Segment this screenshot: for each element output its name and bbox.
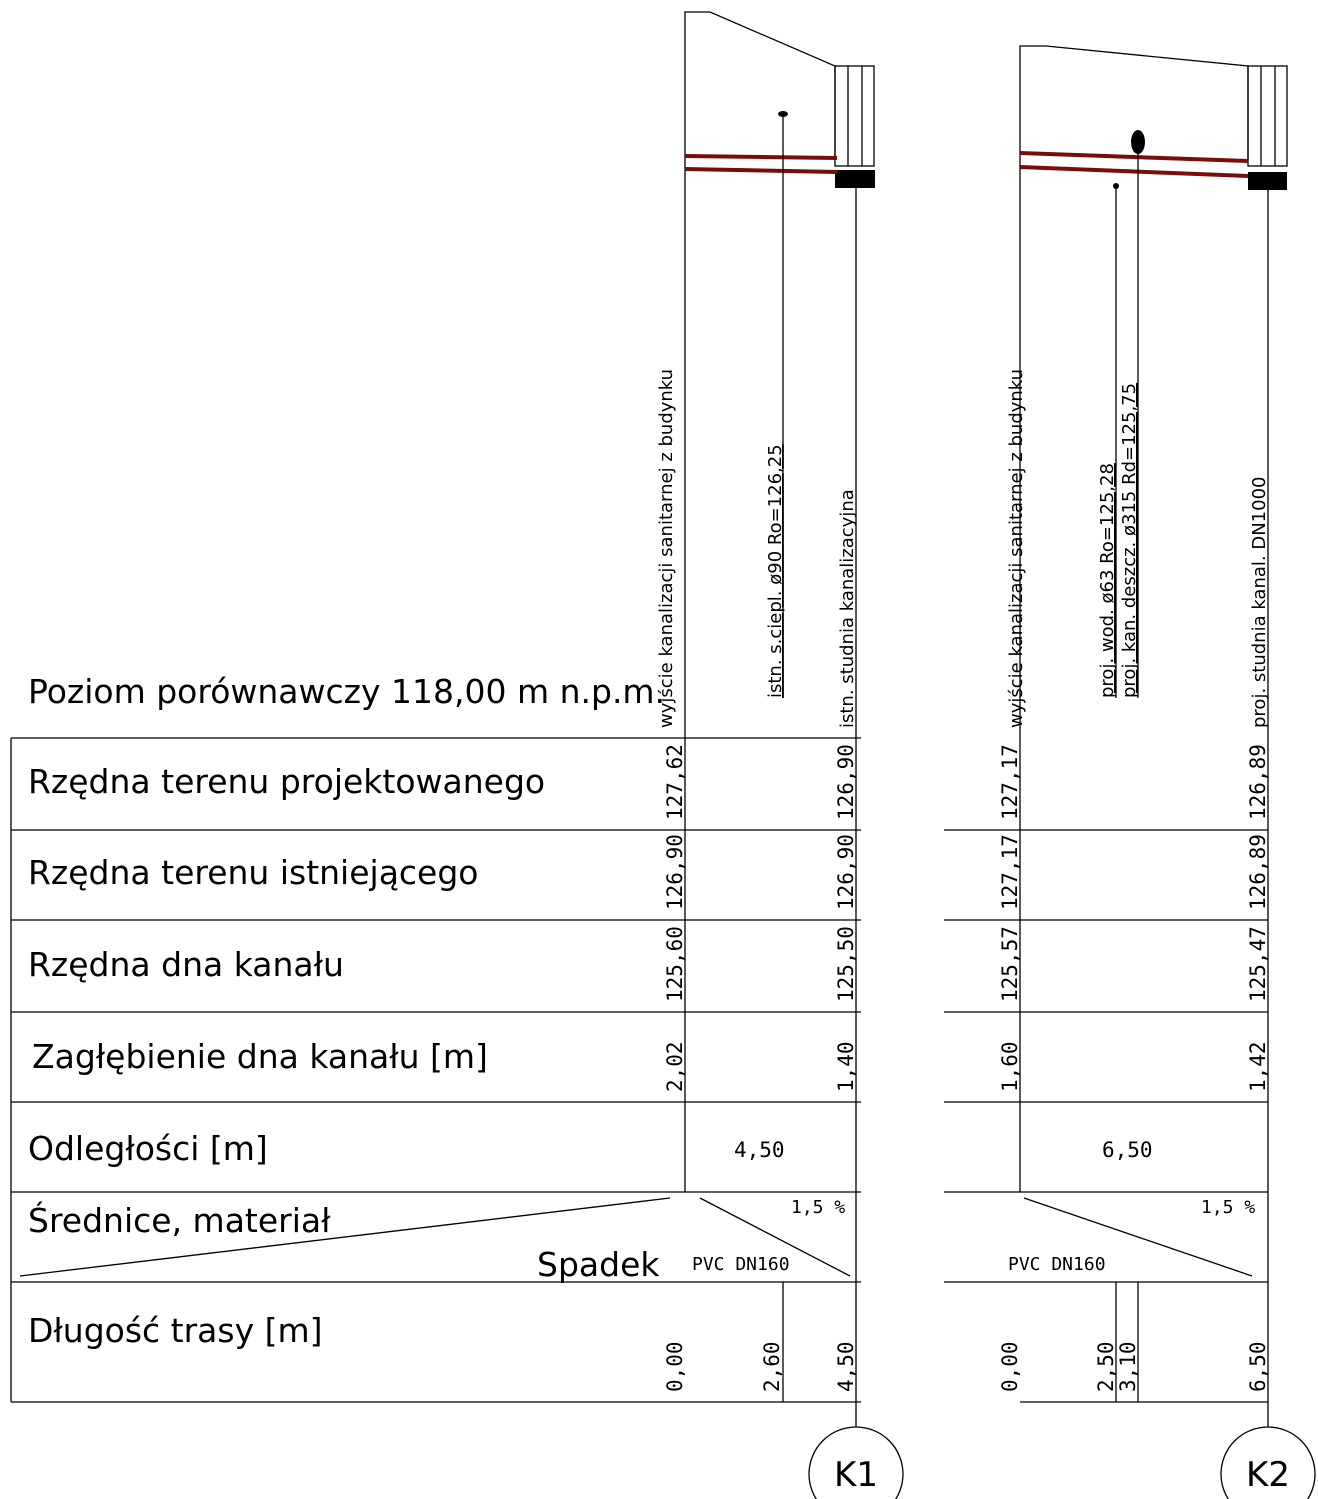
k1-terrain-design-end: 126,90 [834,744,858,820]
k1-terrain-existing-end: 126,90 [834,834,858,910]
k2-terrain-existing-end: 126,89 [1246,834,1270,910]
k2-terrain-design-end: 126,89 [1246,744,1270,820]
row-label-route-length: Długość trasy [m] [28,1311,323,1350]
k1-end-label: istn. studnia kanalizacyjna [837,489,858,728]
k2-slope: 1,5 % [1201,1197,1255,1218]
node-k2-circle [1220,1426,1316,1499]
k2-distance: 6,50 [1102,1138,1153,1162]
node-k1-circle [808,1426,904,1499]
node-k1-label: K1 [834,1455,878,1495]
k2-depth-start: 1,60 [998,1041,1022,1092]
k1-start-label: wyjście kanalizacji sanitarnej z budynku [656,369,677,728]
k2-invert-end: 125,47 [1246,926,1270,1002]
row-label-depth: Zagłębienie dna kanału [m] [32,1037,488,1076]
k2-depth-end: 1,42 [1246,1041,1270,1092]
k1-chainage-1: 2,60 [760,1341,784,1392]
k2-chainage-1: 2,50 [1094,1341,1118,1392]
profile-k2: K2 wyjście kanalizacji sanitarnej z budy… [998,45,1316,1499]
row-label-distances: Odległości [m] [28,1129,268,1168]
k1-depth-start: 2,02 [663,1041,687,1092]
k1-depth-end: 1,40 [834,1041,858,1092]
profile-k1: K1 wyjście kanalizacji sanitarnej z budy… [656,11,904,1499]
table-grid [10,737,1268,1403]
k1-slope: 1,5 % [791,1197,845,1218]
k2-end-label: proj. studnia kanal. DN1000 [1249,477,1270,728]
k2-chainage-2: 3,10 [1116,1341,1140,1392]
comparison-level-label: Poziom porównawczy 118,00 m n.p.m. [28,672,665,711]
k2-pipe: PVC DN160 [1008,1254,1106,1275]
k2-start-label: wyjście kanalizacji sanitarnej z budynku [1006,369,1027,728]
row-label-invert: Rzędna dna kanału [28,945,344,984]
k1-distance: 4,50 [734,1138,785,1162]
k2-terrain-existing-start: 127,17 [998,834,1022,910]
k1-terrain-design-start: 127,62 [663,744,687,820]
storm-sewer-crossing-marker [1131,130,1145,154]
row-label-diameters: Średnice, materiał [28,1200,331,1240]
k2-water-crossing-label: proj. wod. ø63 Ro=125,28 [1097,463,1118,698]
k1-invert-start: 125,60 [663,926,687,1002]
k1-heating-crossing-label: istn. s.ciepl. ø90 Ro=126,25 [765,444,786,698]
k1-chainage-0: 0,00 [663,1341,687,1392]
k2-chainage-3: 6,50 [1246,1341,1270,1392]
k2-invert-start: 125,57 [998,926,1022,1002]
k2-terrain-design-start: 127,17 [998,744,1022,820]
node-k2-label: K2 [1246,1455,1290,1495]
label-column: Poziom porównawczy 118,00 m n.p.m. Rzędn… [28,672,665,1350]
row-label-terrain-existing: Rzędna terenu istniejącego [28,853,479,892]
k1-pipe: PVC DN160 [692,1254,790,1275]
row-label-slope: Spadek [537,1245,660,1284]
k2-chainage-0: 0,00 [998,1341,1022,1392]
row-label-terrain-design: Rzędna terenu projektowanego [28,762,545,801]
k2-storm-crossing-label: proj. kan. deszcz. ø315 Rd=125,75 [1119,383,1140,698]
k1-terrain-existing-start: 126,90 [663,834,687,910]
k1-chainage-2: 4,50 [834,1341,858,1392]
k1-invert-end: 125,50 [834,926,858,1002]
